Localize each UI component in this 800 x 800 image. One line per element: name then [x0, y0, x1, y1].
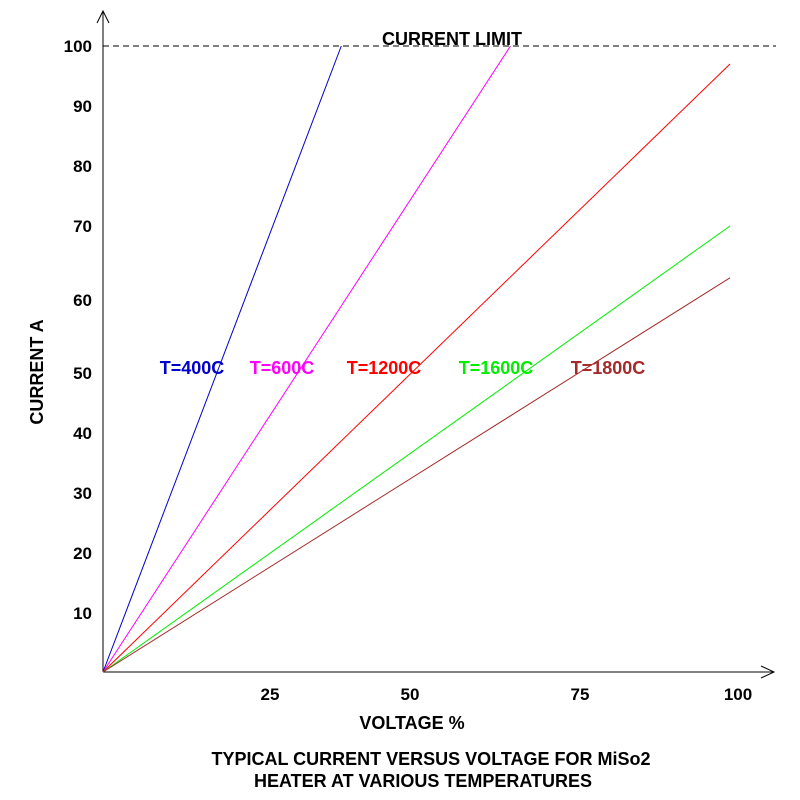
x-tick-label: 100: [724, 685, 752, 704]
y-tick-label: 60: [73, 291, 92, 310]
series-line-t-1800c: [102, 277, 731, 673]
series-label-t-400c: T=400C: [160, 358, 225, 378]
y-tick-label: 90: [73, 97, 92, 116]
series-label-t-600c: T=600C: [250, 358, 315, 378]
y-tick-label: 20: [73, 544, 92, 563]
series-line-t-600c: [102, 45, 511, 673]
x-tick-label: 25: [261, 685, 280, 704]
y-tick-label: 80: [73, 157, 92, 176]
axes: [96, 9, 776, 679]
x-tick-labels: 25 50 75 100: [261, 685, 753, 704]
x-tick-label: 50: [401, 685, 420, 704]
series-label-t-1600c: T=1600C: [459, 358, 534, 378]
x-tick-label: 75: [571, 685, 590, 704]
y-tick-label: 100: [64, 37, 92, 56]
series-label-t-1200c: T=1200C: [347, 358, 422, 378]
x-axis-arrow: [760, 665, 776, 679]
series-line-t-1200c: [102, 63, 731, 673]
current-limit-label: CURRENT LIMIT: [382, 29, 522, 49]
series-line-t-400c: [102, 45, 342, 673]
y-tick-label: 50: [73, 364, 92, 383]
series-lines: [102, 45, 731, 673]
series-labels: T=400C T=600C T=1200C T=1600C T=1800C: [160, 358, 646, 378]
series-line-t-1600c: [102, 225, 731, 673]
y-tick-labels: 10 20 30 40 50 60 70 80 90 100: [64, 37, 92, 623]
series-label-t-1800c: T=1800C: [571, 358, 646, 378]
y-tick-label: 30: [73, 484, 92, 503]
x-axis-title: VOLTAGE %: [359, 713, 464, 733]
chart-title-line-1: TYPICAL CURRENT VERSUS VOLTAGE FOR MiSo2: [211, 749, 650, 769]
y-tick-label: 40: [73, 424, 92, 443]
y-axis-arrow: [96, 9, 110, 24]
chart-title-line-2: HEATER AT VARIOUS TEMPERATURES: [254, 771, 592, 791]
y-axis-title: CURRENT A: [27, 319, 47, 424]
y-tick-label: 70: [73, 217, 92, 236]
y-tick-label: 10: [73, 604, 92, 623]
